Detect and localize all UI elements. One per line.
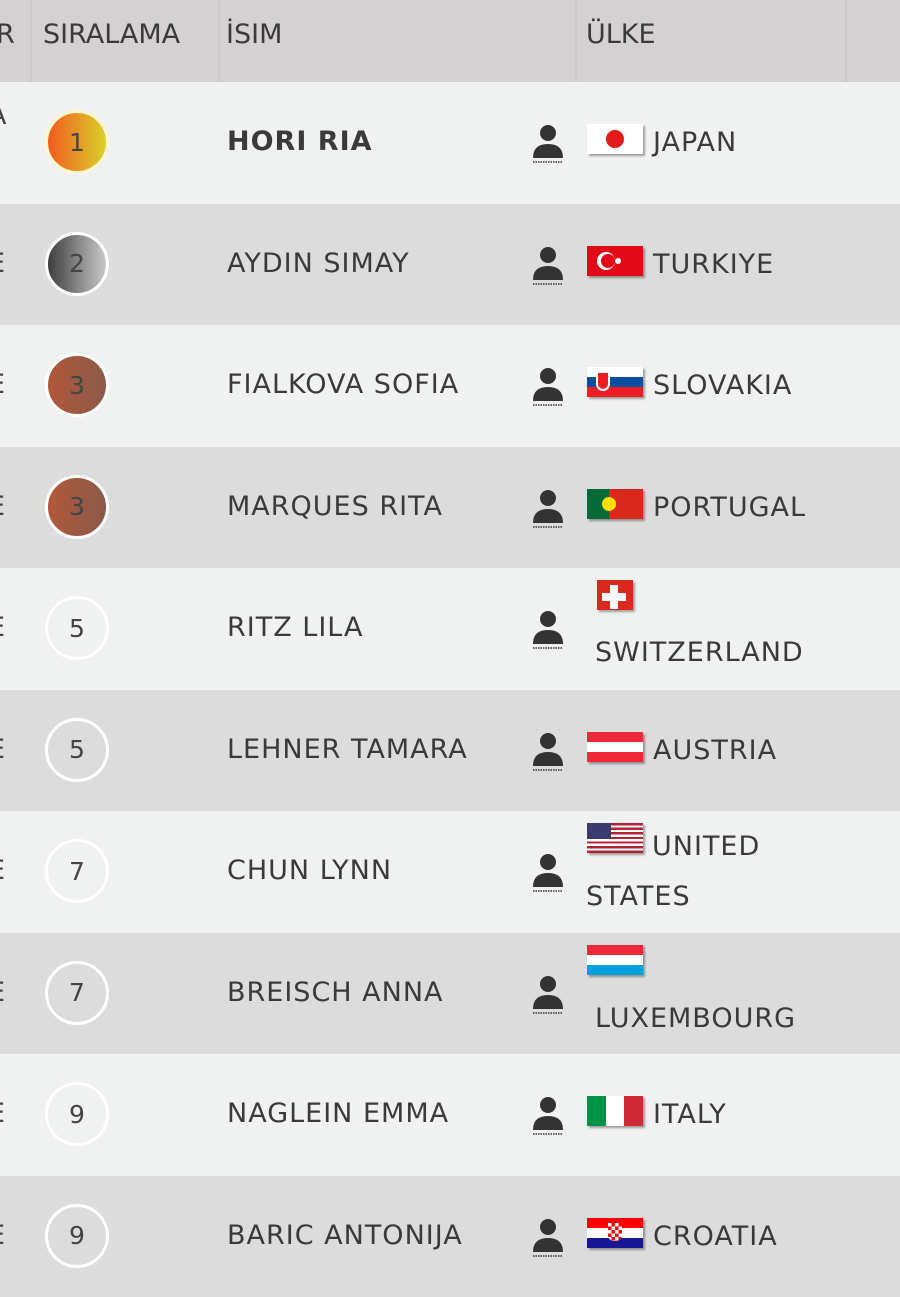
country-name: SLOVAKIA	[653, 361, 792, 411]
person-icon[interactable]	[531, 124, 565, 164]
column-divider	[575, 0, 577, 82]
rank-badge: 5	[45, 718, 109, 782]
table-row[interactable]: E 7 BREISCH ANNA LUXEMBOURG	[0, 933, 900, 1055]
country-name: SWITZERLAND	[595, 628, 804, 678]
person-icon[interactable]	[531, 489, 565, 529]
italy-flag-icon	[587, 1096, 643, 1126]
japan-flag-icon	[587, 124, 643, 154]
person-icon[interactable]	[531, 1096, 565, 1136]
athlete-name[interactable]: AYDIN SIMAY	[227, 248, 410, 279]
table-row[interactable]: E 5 RITZ LILA SWITZERLAND	[0, 568, 900, 690]
country-name: AUSTRIA	[653, 726, 777, 776]
athlete-name[interactable]: LEHNER TAMARA	[227, 734, 468, 765]
athlete-name[interactable]: CHUN LYNN	[227, 855, 392, 886]
rank-value: 9	[69, 1221, 85, 1250]
header-name[interactable]: İSIM	[226, 19, 282, 50]
person-icon[interactable]	[531, 246, 565, 286]
rank-value: 7	[69, 857, 85, 886]
header-partial-column[interactable]: R	[0, 19, 15, 50]
partial-cell: E	[0, 1220, 5, 1251]
athlete-name[interactable]: NAGLEIN EMMA	[227, 1098, 449, 1129]
rank-value: 3	[69, 371, 85, 400]
rank-value: 5	[69, 735, 85, 764]
country-name: ITALY	[653, 1090, 727, 1140]
athlete-name[interactable]: RITZ LILA	[227, 612, 363, 643]
column-divider	[218, 0, 220, 82]
athlete-name[interactable]: FIALKOVA SOFIA	[227, 369, 459, 400]
person-icon[interactable]	[531, 853, 565, 893]
rank-value: 9	[69, 1100, 85, 1129]
partial-cell: E	[0, 612, 5, 643]
table-row[interactable]: E 9 BARIC ANTONIJA CROATIA	[0, 1176, 900, 1297]
partial-cell: A	[0, 100, 6, 131]
portugal-flag-icon	[587, 489, 643, 519]
rank-value: 3	[69, 492, 85, 521]
country-name: UNITED STATES	[586, 822, 846, 922]
athlete-name[interactable]: BARIC ANTONIJA	[227, 1220, 463, 1251]
slovakia-flag-icon	[587, 367, 643, 397]
country-name: PORTUGAL	[653, 483, 806, 533]
person-icon[interactable]	[531, 610, 565, 650]
rank-badge: 3	[45, 475, 109, 539]
country-name: TURKIYE	[653, 240, 774, 290]
country-name: LUXEMBOURG	[595, 994, 796, 1044]
person-icon[interactable]	[531, 1218, 565, 1258]
rank-value: 7	[69, 978, 85, 1007]
country-name: CROATIA	[653, 1212, 778, 1262]
header-country[interactable]: ÜLKE	[586, 19, 656, 50]
table-row[interactable]: A 1 HORI RIA JAPAN	[0, 82, 900, 204]
rank-badge: 1	[45, 110, 109, 174]
table-header: R SIRALAMA İSIM ÜLKE	[0, 0, 900, 82]
table-row[interactable]: E 9 NAGLEIN EMMA ITALY	[0, 1054, 900, 1176]
column-divider	[30, 0, 32, 82]
partial-cell: E	[0, 1098, 5, 1129]
table-row[interactable]: E 2 AYDIN SIMAY TURKIYE	[0, 204, 900, 326]
athlete-name[interactable]: BREISCH ANNA	[227, 977, 444, 1008]
table-row[interactable]: E 3 FIALKOVA SOFIA SLOVAKIA	[0, 325, 900, 447]
header-rank[interactable]: SIRALAMA	[43, 19, 180, 50]
country-name: JAPAN	[653, 118, 737, 168]
partial-cell: E	[0, 977, 5, 1008]
partial-cell: E	[0, 369, 5, 400]
athlete-name[interactable]: MARQUES RITA	[227, 491, 443, 522]
person-icon[interactable]	[531, 732, 565, 772]
partial-cell: E	[0, 855, 5, 886]
table-row[interactable]: E 7 CHUN LYNN UNITED STATES	[0, 811, 900, 933]
rank-value: 5	[69, 614, 85, 643]
person-icon[interactable]	[531, 975, 565, 1015]
luxembourg-flag-icon	[587, 945, 643, 975]
switzerland-flag-icon	[597, 580, 633, 610]
person-icon[interactable]	[531, 367, 565, 407]
croatia-flag-icon	[587, 1218, 643, 1248]
table-row[interactable]: E 3 MARQUES RITA PORTUGAL	[0, 447, 900, 569]
partial-cell: E	[0, 248, 5, 279]
partial-cell: E	[0, 734, 5, 765]
turkey-flag-icon	[587, 246, 643, 276]
athlete-name[interactable]: HORI RIA	[227, 126, 373, 157]
rank-badge: 3	[45, 353, 109, 417]
rank-badge: 7	[45, 839, 109, 903]
rank-badge: 2	[45, 232, 109, 296]
rank-value: 1	[69, 128, 85, 157]
rank-badge: 5	[45, 596, 109, 660]
table-row[interactable]: E 5 LEHNER TAMARA AUSTRIA	[0, 690, 900, 812]
partial-cell: E	[0, 491, 5, 522]
column-divider	[845, 0, 847, 82]
rank-badge: 9	[45, 1082, 109, 1146]
rank-value: 2	[69, 249, 85, 278]
austria-flag-icon	[587, 732, 643, 762]
rank-badge: 9	[45, 1204, 109, 1268]
rank-badge: 7	[45, 961, 109, 1025]
